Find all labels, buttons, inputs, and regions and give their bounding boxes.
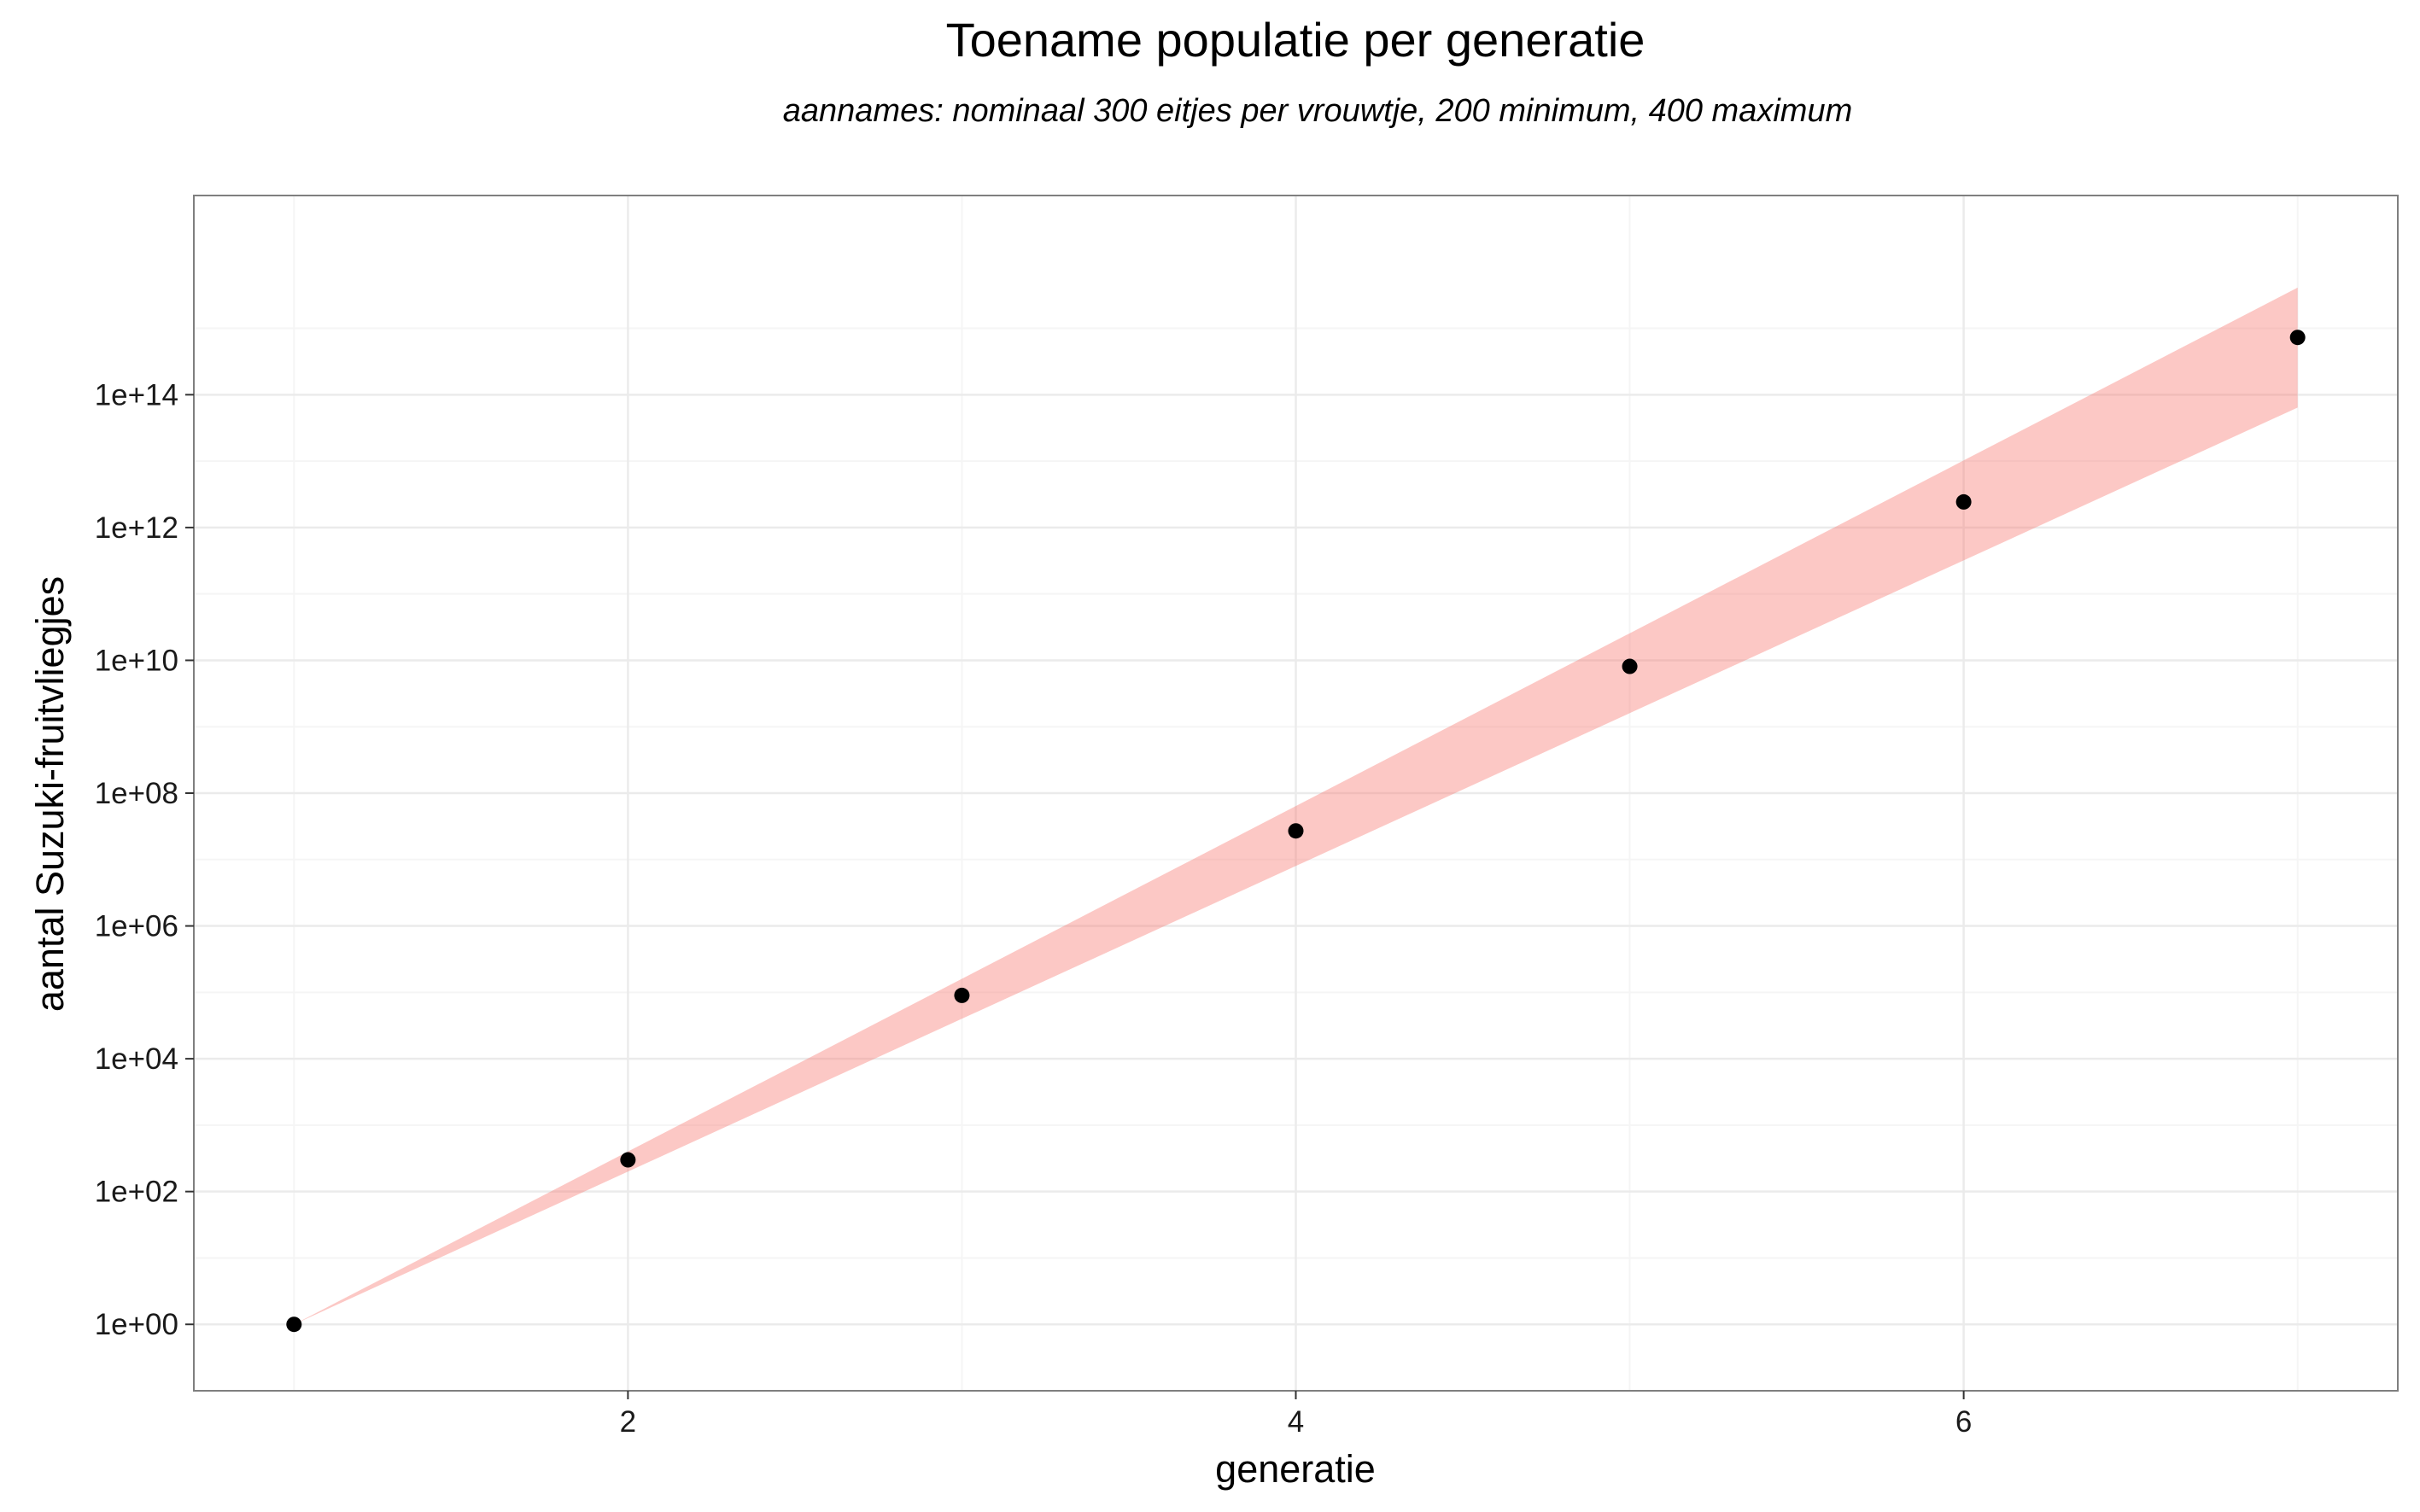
- data-point: [2289, 330, 2306, 346]
- y-axis: 1e+00 1e+02 1e+04 1e+06 1e+08 1e+10 1e+12 1e+14: [95, 378, 194, 1341]
- y-axis-title: aantal Suzuki-fruitvliegjes: [28, 576, 72, 1012]
- chart-title: Toename populatie per generatie: [946, 13, 1645, 67]
- y-tick-label: 1e+00: [95, 1308, 178, 1341]
- data-point: [1955, 493, 1972, 510]
- y-tick-label: 1e+06: [95, 910, 178, 943]
- data-point: [620, 1152, 636, 1168]
- x-tick-label: 6: [1955, 1405, 1972, 1439]
- x-tick-label: 2: [620, 1405, 636, 1439]
- x-tick-label: 4: [1288, 1405, 1304, 1439]
- plot-panel: [193, 195, 2399, 1392]
- data-point: [1622, 658, 1638, 674]
- data-point: [1288, 823, 1304, 839]
- data-points: [286, 330, 2306, 1333]
- data-point: [286, 1316, 302, 1333]
- y-tick-label: 1e+14: [95, 378, 178, 412]
- data-point: [954, 987, 970, 1003]
- min-max-ribbon: [294, 287, 2298, 1325]
- y-tick-label: 1e+10: [95, 644, 178, 677]
- major-gridlines: [194, 196, 2398, 1391]
- chart-subtitle: aannames: nominaal 300 eitjes per vrouwt…: [783, 93, 1852, 129]
- x-axis-title: generatie: [1215, 1447, 1376, 1491]
- x-axis: 2 4 6: [620, 1391, 1972, 1439]
- y-tick-label: 1e+08: [95, 777, 178, 810]
- y-tick-label: 1e+12: [95, 511, 178, 545]
- y-tick-label: 1e+02: [95, 1176, 178, 1209]
- y-tick-label: 1e+04: [95, 1042, 178, 1076]
